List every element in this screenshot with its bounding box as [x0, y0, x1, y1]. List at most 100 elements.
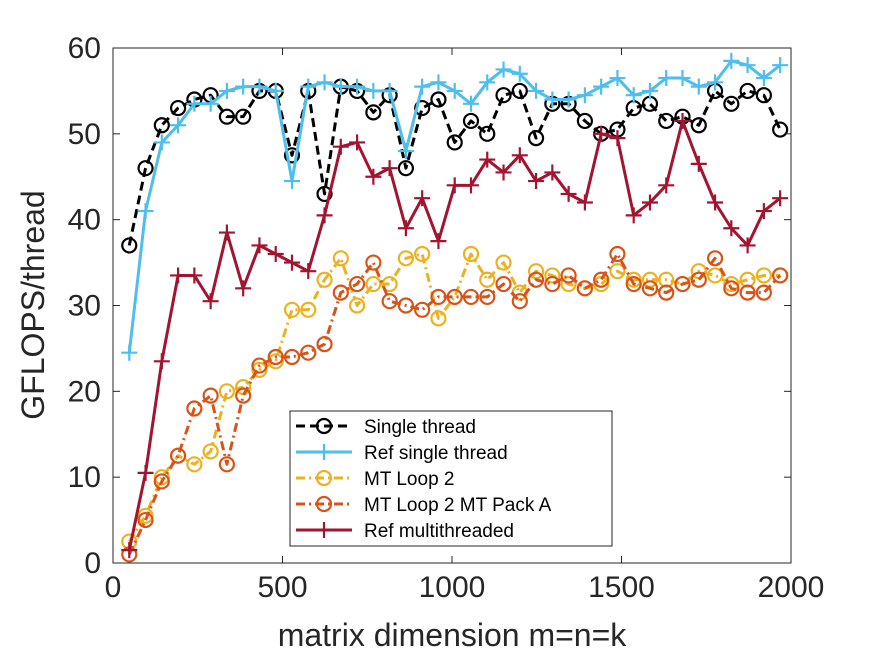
data-point [430, 233, 447, 250]
data-point [462, 245, 480, 263]
data-point [625, 87, 642, 104]
data-point [186, 456, 203, 473]
data-point [707, 194, 724, 211]
legend-label: Ref single thread [364, 443, 508, 464]
data-point [658, 271, 675, 288]
data-point [446, 134, 463, 151]
data-point [414, 301, 431, 318]
data-point [121, 542, 138, 559]
data-point [365, 104, 382, 121]
data-point [349, 78, 366, 95]
data-point [479, 125, 496, 142]
data-point [755, 203, 772, 220]
data-point [560, 267, 577, 284]
x-tick-label: 500 [257, 571, 307, 604]
data-point [527, 271, 545, 288]
data-point [641, 280, 659, 297]
data-point [755, 70, 772, 87]
data-point [462, 177, 479, 194]
data-point [316, 185, 333, 203]
data-point [186, 267, 203, 284]
data-point [153, 134, 170, 151]
data-point [397, 160, 414, 177]
data-point [267, 348, 284, 366]
legend-label: Ref multithreaded [364, 521, 514, 542]
data-point [755, 87, 772, 104]
data-point [235, 280, 252, 297]
data-point [739, 271, 756, 288]
data-point [576, 87, 593, 104]
data-point [544, 164, 561, 181]
data-point [772, 121, 789, 138]
data-point [462, 288, 480, 306]
data-point [365, 168, 382, 185]
data-point [706, 250, 724, 267]
data-point [430, 310, 447, 327]
data-point [137, 160, 154, 177]
data-point [153, 353, 170, 370]
data-point [511, 147, 528, 164]
data-point [235, 108, 252, 125]
data-point [218, 456, 236, 473]
data-point [316, 74, 333, 91]
data-point [511, 82, 528, 100]
data-point [625, 271, 642, 288]
data-point [528, 82, 545, 99]
legend-item: MT Loop 2 MT Pack A [296, 495, 552, 516]
legend-item: Single thread [296, 417, 476, 438]
data-point [332, 284, 349, 301]
data-point [739, 57, 756, 74]
data-point [641, 194, 658, 211]
data-point [300, 263, 317, 280]
y-tick-label: 20 [68, 375, 101, 408]
data-point [658, 112, 675, 130]
data-point [153, 117, 170, 134]
data-point [235, 78, 252, 95]
series-3 [121, 245, 789, 550]
data-point [576, 194, 593, 211]
legend-marker [315, 495, 333, 513]
data-point [446, 177, 463, 194]
data-point [560, 91, 577, 108]
x-tick-label: 2000 [758, 571, 825, 604]
legend-marker [315, 469, 333, 487]
data-point [251, 357, 268, 374]
data-point [414, 78, 431, 95]
data-point [218, 82, 235, 99]
series-5 [121, 112, 789, 559]
data-point [283, 301, 301, 318]
y-tick-label: 10 [68, 461, 101, 494]
data-point [462, 95, 479, 112]
series-1 [121, 78, 789, 254]
data-point [609, 263, 626, 280]
data-point [446, 288, 463, 306]
data-point [544, 267, 561, 284]
data-point [153, 473, 170, 490]
legend-item: MT Loop 2 [296, 469, 454, 490]
data-point [641, 271, 659, 288]
data-point [283, 254, 300, 271]
data-point [169, 447, 187, 464]
legend-item: Ref single thread [296, 443, 508, 464]
series-layer [121, 52, 789, 563]
data-point [283, 348, 301, 366]
legend-marker [315, 417, 333, 435]
data-point [723, 52, 740, 69]
data-point [381, 160, 398, 177]
data-point [641, 82, 658, 99]
legend-box [289, 410, 613, 547]
data-point [430, 91, 447, 108]
data-point [186, 400, 203, 417]
data-point [316, 336, 333, 353]
data-point [560, 275, 577, 293]
data-point [300, 344, 317, 361]
data-point [723, 220, 740, 237]
data-point [414, 99, 431, 117]
data-point [528, 173, 545, 190]
data-point [479, 288, 496, 306]
data-point [283, 173, 300, 190]
y-tick-label: 30 [68, 290, 101, 323]
data-point [348, 297, 366, 314]
data-point [495, 87, 512, 104]
